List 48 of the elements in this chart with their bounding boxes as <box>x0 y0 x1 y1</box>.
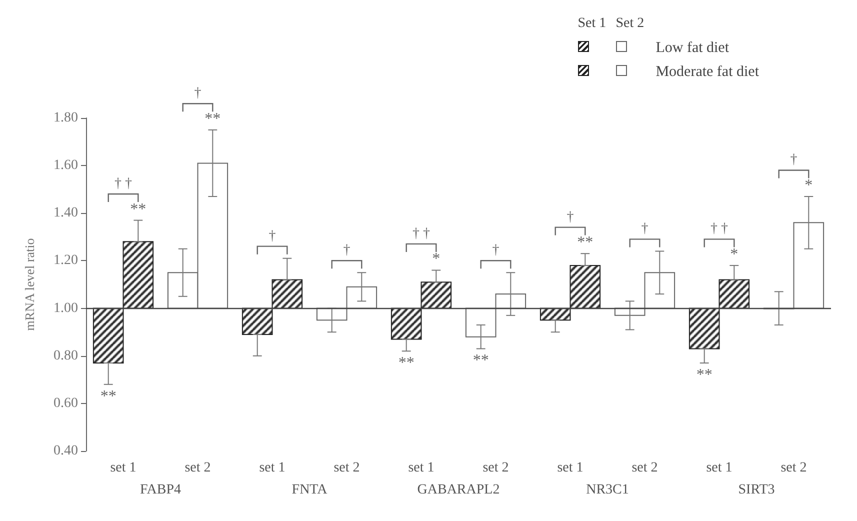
data-label: ** <box>204 110 221 128</box>
annotation: † † <box>114 176 132 192</box>
data-label: ** <box>130 200 146 218</box>
data-label: * <box>730 246 738 263</box>
x-tick-label: set 2 <box>184 460 211 476</box>
y-tick-label: 1.40 <box>54 206 78 221</box>
data-label: ** <box>696 366 712 384</box>
y-tick-label: 0.80 <box>54 348 78 364</box>
text: Set 1 <box>578 16 608 33</box>
legend-label: Moderate fat diet <box>656 64 759 80</box>
data-label: ** <box>577 234 594 252</box>
data-label: ** <box>472 352 489 370</box>
data-label: * <box>804 176 813 194</box>
annotation: † <box>566 210 574 225</box>
x-tick-label: set 2 <box>334 460 360 476</box>
text: GABARAPL2 <box>417 482 500 498</box>
y-tick-label: 0.60 <box>54 396 78 411</box>
x-tick-label: set 1 <box>259 460 286 476</box>
y-tick-label: 1.20 <box>54 253 78 268</box>
text: FNTA <box>292 482 328 498</box>
text: NR3C1 <box>586 482 629 498</box>
y-tick-label: 1.80 <box>54 110 78 126</box>
y-tick-label: 1.00 <box>54 300 78 316</box>
annotation: † <box>641 222 648 237</box>
annotation: † <box>790 152 798 168</box>
text: Set 2 <box>616 16 646 33</box>
data-label: * <box>432 250 440 268</box>
x-tick-label: set 1 <box>110 460 136 476</box>
legend-label: Low fat diet <box>656 40 730 56</box>
y-tick-label: 0.40 <box>54 444 78 458</box>
x-tick-label: set 2 <box>780 460 807 476</box>
x-tick-label: set 2 <box>632 460 658 476</box>
text: FABP4 <box>140 482 181 498</box>
data-label: ** <box>398 354 414 372</box>
x-tick-label: set 1 <box>706 460 732 476</box>
y-axis-title: mRNA level ratio <box>22 238 37 331</box>
annotation: † † <box>412 226 430 242</box>
data-label: ** <box>100 388 116 405</box>
x-tick-label: set 1 <box>408 460 434 476</box>
annotation: † <box>343 243 350 258</box>
x-tick-label: set 2 <box>482 460 509 476</box>
text: † <box>194 86 202 102</box>
text: SIRT3 <box>738 482 775 498</box>
x-tick-label: set 1 <box>557 460 584 476</box>
annotation: † † <box>710 222 728 237</box>
annotation: † <box>268 228 276 244</box>
annotation: † <box>492 243 500 258</box>
y-tick-label: 1.60 <box>54 158 78 174</box>
